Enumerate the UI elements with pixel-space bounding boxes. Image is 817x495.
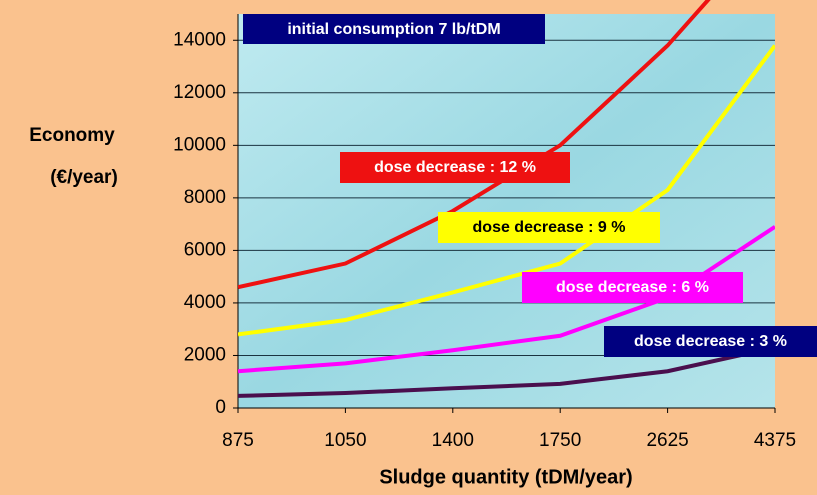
y-tick-label: 2000 [184,344,226,365]
legend-label: dose decrease : 12 % [374,159,536,176]
y-tick-label: 6000 [184,239,226,260]
x-tick-label: 2625 [646,430,688,451]
legend-label: dose decrease : 9 % [473,219,626,236]
y-tick-label: 14000 [173,29,226,50]
annotation: initial consumption 7 lb/tDM [287,21,500,38]
y-tick-label: 8000 [184,187,226,208]
x-tick-label: 1050 [324,430,366,451]
x-tick-label: 4375 [754,430,796,451]
x-tick-label: 1400 [432,430,474,451]
chart: Economy (€/year) Sludge quantity (tDM/ye… [0,0,817,495]
y-tick-label: 10000 [173,134,226,155]
x-tick-label: 1750 [539,430,581,451]
y-tick-label: 12000 [173,82,226,103]
legend-label: dose decrease : 3 % [634,333,787,350]
y-axis-label: Economy [29,125,115,146]
y-tick-label: 0 [215,397,226,418]
y-tick-label: 4000 [184,292,226,313]
legend-label: dose decrease : 6 % [556,279,709,296]
y-axis-label: (€/year) [50,167,118,188]
x-tick-label: 875 [222,430,254,451]
x-axis-label: Sludge quantity (tDM/year) [379,466,632,488]
page: Economy (€/year) Sludge quantity (tDM/ye… [0,0,817,495]
